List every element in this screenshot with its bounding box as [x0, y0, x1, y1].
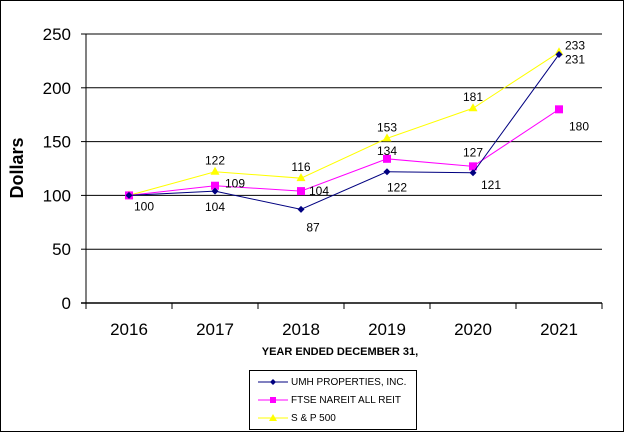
data-point-square: [383, 154, 391, 163]
y-tick-label: 200: [43, 79, 71, 98]
data-point-diamond: [383, 168, 391, 176]
data-label: 116: [291, 160, 310, 174]
data-point-triangle: [296, 173, 306, 182]
data-label: 181: [463, 90, 483, 104]
y-tick-label: 100: [43, 186, 71, 205]
data-label: 122: [205, 154, 225, 168]
x-tick-label: 2017: [196, 320, 234, 339]
data-point-diamond: [125, 191, 133, 199]
y-tick-label: 150: [43, 133, 71, 152]
legend-label: S & P 500: [291, 412, 336, 424]
data-label: 109: [225, 177, 245, 191]
series-line-2: [128, 51, 560, 196]
legend-item-sp500: S & P 500: [258, 411, 336, 425]
data-point-square: [297, 187, 305, 196]
data-point-diamond: [211, 187, 219, 195]
gridlines: [86, 33, 602, 250]
legend-marker-square-icon: [258, 397, 288, 403]
data-label: 233: [565, 38, 585, 52]
data-label: 153: [377, 120, 397, 134]
x-tick-label: 2021: [540, 320, 578, 339]
y-tick-label: 50: [52, 240, 71, 259]
legend-marker-diamond-icon: [258, 379, 288, 385]
data-point-square: [555, 105, 563, 114]
data-label: 231: [565, 52, 585, 66]
data-point-triangle: [468, 103, 478, 112]
data-label: 87: [306, 220, 320, 234]
series-line-1: [128, 108, 560, 196]
data-label: 104: [309, 184, 329, 198]
legend-label: UMH PROPERTIES, INC.: [291, 376, 407, 388]
data-point-diamond: [469, 169, 477, 177]
x-axis-title: YEAR ENDED DECEMBER 31,: [262, 346, 418, 358]
data-point-triangle: [382, 133, 392, 142]
data-label: 104: [205, 200, 225, 214]
series-lines: [124, 47, 564, 213]
data-label: 121: [481, 178, 501, 192]
y-axis-title: Dollars: [7, 137, 27, 198]
legend: UMH PROPERTIES, INC. FTSE NAREIT ALL REI…: [249, 370, 417, 430]
legend-item-umh: UMH PROPERTIES, INC.: [258, 375, 406, 389]
data-label: 127: [463, 145, 483, 159]
data-label: 100: [134, 199, 154, 213]
data-label: 180: [569, 119, 589, 133]
data-point-square: [469, 162, 477, 171]
y-tick-label: 0: [62, 294, 71, 313]
legend-marker-triangle-icon: [258, 414, 288, 421]
data-point-diamond: [297, 205, 305, 213]
legend-item-ftse: FTSE NAREIT ALL REIT: [258, 393, 401, 407]
data-label: 134: [377, 144, 397, 158]
x-tick-label: 2020: [454, 320, 492, 339]
data-point-triangle: [210, 166, 220, 175]
data-point-square: [211, 181, 219, 190]
data-point-diamond: [555, 50, 563, 58]
y-tick-label: 250: [43, 25, 71, 44]
axes: 0 50 100 150 200 250 2016 2017 2018 2019 2020 2021: [43, 25, 603, 339]
x-tick-label: 2019: [368, 320, 406, 339]
series-line-0: [128, 54, 560, 210]
x-tick-label: 2018: [282, 320, 320, 339]
x-tick-label: 2016: [110, 320, 148, 339]
data-label: 122: [387, 181, 407, 195]
legend-label: FTSE NAREIT ALL REIT: [291, 394, 402, 406]
